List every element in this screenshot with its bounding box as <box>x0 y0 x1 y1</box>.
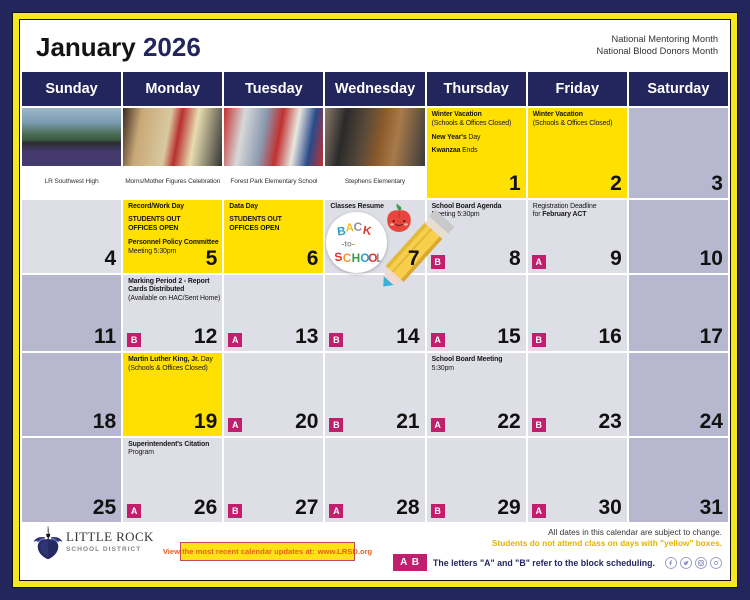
svg-text:C: C <box>343 251 352 265</box>
svg-text:K: K <box>362 222 373 237</box>
svg-text:-: - <box>353 239 356 248</box>
svg-text:H: H <box>352 251 361 265</box>
svg-text:C: C <box>354 219 363 233</box>
svg-text:S: S <box>334 249 343 264</box>
